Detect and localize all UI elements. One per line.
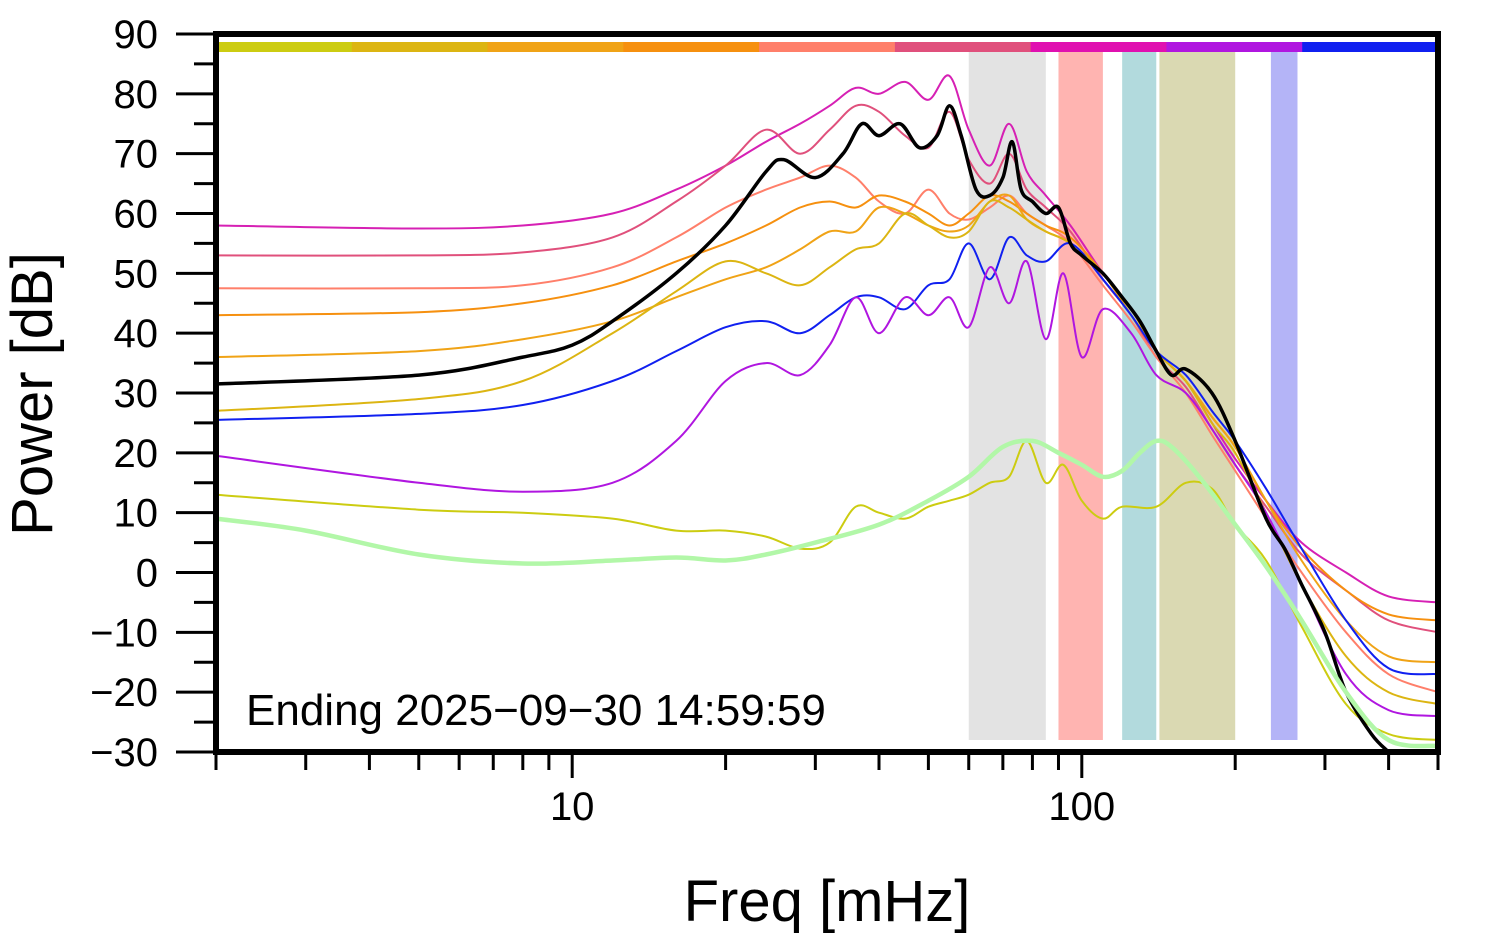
ending-timestamp-annotation: Ending 2025−09−30 14:59:59 [246, 686, 826, 735]
series-lines [215, 74, 1439, 754]
strip-segment-6 [1030, 42, 1167, 52]
series-line-4 [215, 193, 1439, 664]
series-line-10 [215, 438, 1439, 749]
series-line-6 [215, 235, 1439, 676]
band-1 [1058, 52, 1103, 740]
strip-segment-4 [759, 42, 896, 52]
series-line-3 [215, 194, 1439, 622]
strip-segment-7 [1166, 42, 1303, 52]
plot-frame [213, 31, 1441, 755]
series-line-9 [215, 104, 1390, 754]
y-tick-label: 10 [114, 492, 159, 536]
y-tick-label: 40 [114, 312, 159, 356]
series-line-7 [215, 260, 1439, 718]
band-4 [1270, 52, 1298, 740]
x-axis: 10 100 [214, 752, 1440, 829]
frequency-bands [968, 52, 1298, 740]
y-tick-label: −30 [90, 731, 158, 775]
strip-segment-0 [216, 42, 353, 52]
strip-segment-2 [487, 42, 624, 52]
y-tick-label: 50 [114, 252, 159, 296]
series-line-0 [215, 74, 1439, 604]
y-tick-label: −20 [90, 671, 158, 715]
series-line-5 [215, 199, 1439, 706]
series-line-2 [215, 164, 1439, 694]
strip-segment-8 [1302, 42, 1439, 52]
x-axis-title: Freq [mHz] [684, 869, 971, 934]
strip-segment-3 [623, 42, 760, 52]
y-tick-label: 0 [136, 552, 158, 596]
strip-segment-1 [351, 42, 489, 52]
y-tick-label: −10 [90, 611, 158, 655]
y-tick-label: 60 [114, 193, 159, 237]
y-tick-label: 30 [114, 372, 159, 416]
y-axis: −30 −20 −10 0 10 20 30 40 50 60 70 80 90 [90, 13, 216, 775]
x-tick-label: 100 [1048, 785, 1115, 829]
y-tick-label: 70 [114, 133, 159, 177]
strip-segment-5 [894, 42, 1032, 52]
band-2 [1122, 52, 1157, 740]
x-tick-label: 10 [550, 785, 595, 829]
y-tick-label: 90 [114, 13, 159, 57]
color-strip [216, 42, 1439, 52]
y-tick-label: 20 [114, 432, 159, 476]
y-axis-title: Power [dB] [0, 252, 65, 536]
y-tick-label: 80 [114, 73, 159, 117]
